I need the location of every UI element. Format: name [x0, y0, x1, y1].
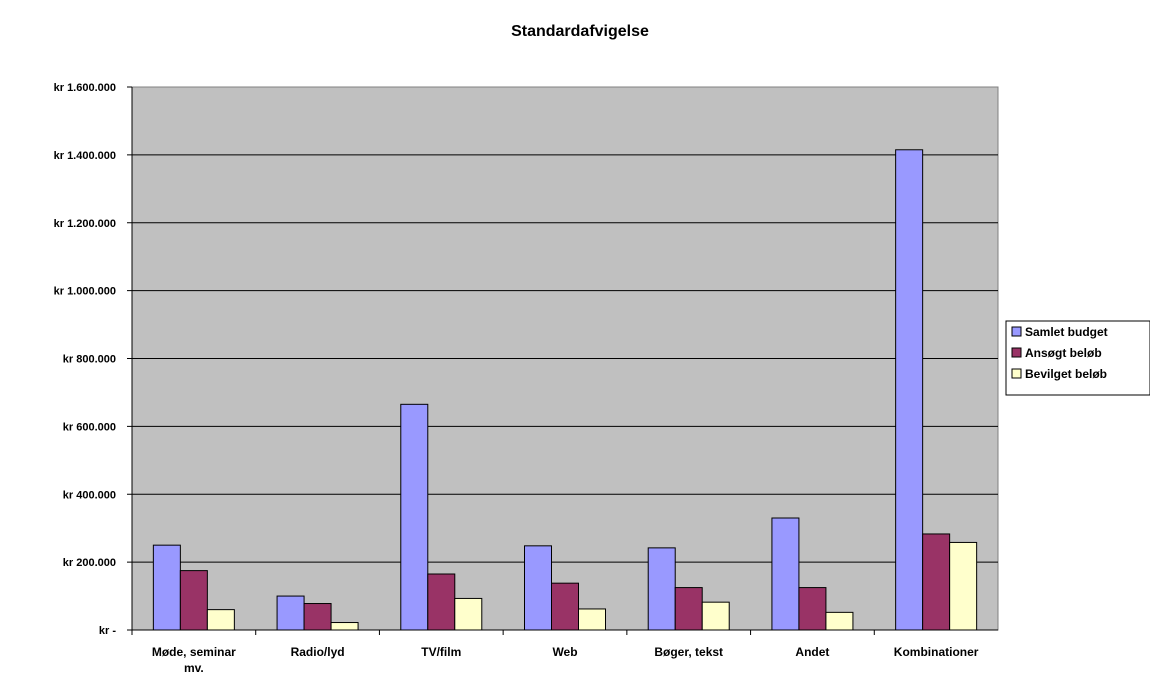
bar	[798, 587, 827, 631]
legend-swatch	[1011, 368, 1022, 379]
y-tick-label: kr 1.200.000	[54, 218, 116, 230]
bars	[152, 149, 978, 631]
bar	[701, 601, 730, 631]
x-tick-label: Web	[552, 645, 577, 659]
bar	[551, 582, 579, 631]
x-tick-label: TV/film	[421, 645, 461, 659]
x-axis: Møde, seminar mv. Radio/lyd TV/film Web Bøger…	[131, 629, 998, 675]
gridlines	[132, 154, 998, 563]
x-tick-label: Andet	[795, 645, 829, 659]
legend-swatch	[1011, 326, 1022, 337]
y-tick-label: kr 800.000	[63, 354, 116, 366]
x-tick-label: Bøger, tekst	[654, 645, 723, 659]
bar	[524, 545, 552, 631]
y-tick-label: kr 1.000.000	[54, 286, 116, 298]
legend: Samlet budget Ansøgt beløb Bevilget beløb	[1005, 320, 1150, 396]
bar	[330, 622, 359, 631]
legend-label: Bevilget beløb	[1025, 367, 1107, 381]
bar	[152, 544, 181, 631]
legend-box	[1005, 320, 1150, 396]
y-tick-label: kr 600.000	[63, 421, 116, 433]
bar	[825, 611, 854, 631]
bar	[179, 570, 208, 631]
bar	[303, 603, 332, 631]
bar	[206, 609, 235, 631]
bar	[647, 547, 676, 631]
chart-title: Standardafvigelse	[511, 23, 649, 40]
bar	[949, 541, 978, 631]
y-tick-label: kr 1.600.000	[54, 82, 116, 94]
x-tick-label: Kombinationer	[894, 645, 979, 659]
bar	[427, 573, 456, 631]
legend-label: Samlet budget	[1025, 325, 1108, 339]
legend-label: Ansøgt beløb	[1025, 346, 1102, 360]
bar	[454, 597, 483, 631]
y-tick-label: kr 200.000	[63, 557, 116, 569]
y-axis: kr - kr 200.000 kr 400.000 kr 600.000 kr 800…	[54, 82, 133, 637]
y-tick-label: kr 1.400.000	[54, 150, 116, 162]
x-tick-label: Radio/lyd	[291, 645, 345, 659]
bar	[771, 517, 800, 631]
bar	[922, 533, 951, 631]
bar	[674, 587, 703, 631]
bar	[276, 595, 305, 631]
bar	[895, 149, 924, 631]
bar	[578, 608, 606, 631]
y-tick-label: kr 400.000	[63, 489, 116, 501]
y-tick-label: kr -	[99, 625, 116, 637]
legend-swatch	[1011, 347, 1022, 358]
x-tick-label: Møde, seminar mv.	[152, 645, 236, 675]
bar	[400, 403, 429, 631]
